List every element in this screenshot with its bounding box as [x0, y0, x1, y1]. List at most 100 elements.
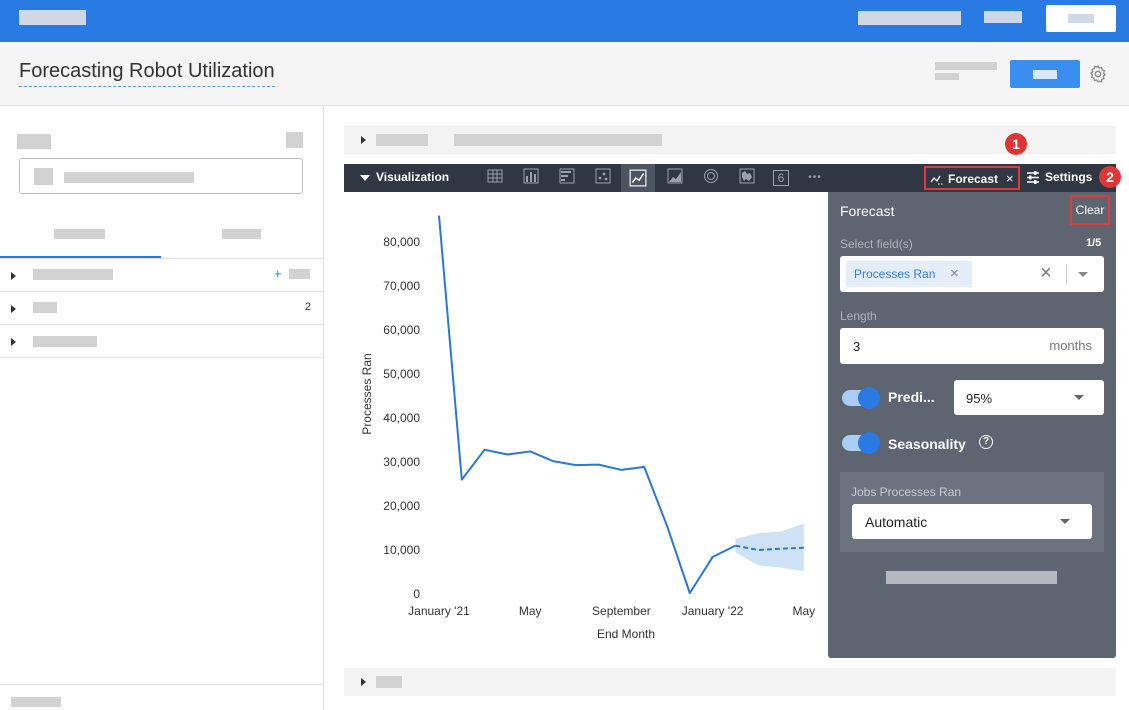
y-tick-label: 20,000 — [383, 499, 420, 513]
expand-arrow-icon[interactable] — [11, 272, 16, 280]
select-count: 1/5 — [1086, 237, 1102, 249]
panel-action-icon[interactable] — [286, 132, 303, 148]
y-tick-label: 0 — [413, 587, 420, 601]
x-tick-label: September — [592, 604, 651, 618]
header-meta — [935, 73, 959, 80]
y-tick-label: 30,000 — [383, 455, 420, 469]
clear-field-icon[interactable]: × — [1040, 262, 1052, 284]
collapse-caret-icon[interactable] — [360, 175, 370, 181]
sliders-icon — [1027, 171, 1039, 184]
x-tick-label: January '22 — [682, 604, 744, 618]
more-icon[interactable]: ••• — [808, 172, 822, 183]
pie-chart-icon[interactable] — [701, 168, 721, 188]
line-chart-icon[interactable] — [621, 164, 655, 192]
prediction-toggle[interactable] — [842, 387, 880, 409]
expand-arrow-icon[interactable] — [361, 678, 366, 686]
area-chart-icon[interactable] — [665, 168, 685, 188]
jobs-value: Automatic — [865, 514, 928, 530]
app-logo[interactable] — [19, 10, 86, 25]
tree-row[interactable]: + — [0, 259, 323, 292]
column-chart-icon[interactable] — [521, 168, 541, 188]
collapsed-section-bottom[interactable] — [344, 668, 1116, 696]
expand-arrow-icon[interactable] — [361, 136, 366, 144]
settings-tab-label: Settings — [1045, 170, 1093, 184]
map-icon[interactable] — [737, 168, 757, 188]
field-picker-panel: + 2 — [0, 106, 324, 710]
search-input[interactable] — [19, 158, 303, 194]
panel-footer-action[interactable] — [886, 571, 1057, 584]
select-fields-label: Select field(s) — [840, 237, 913, 251]
chevron-down-icon — [1074, 395, 1084, 400]
seasonality-toggle[interactable] — [842, 432, 880, 454]
forecast-icon — [930, 175, 943, 185]
search-placeholder — [64, 172, 194, 183]
nav-link[interactable] — [858, 11, 961, 25]
series-line — [438, 215, 736, 595]
tree-row[interactable] — [0, 325, 323, 358]
x-axis-title: End Month — [597, 627, 655, 641]
header-primary-button[interactable] — [1010, 60, 1080, 88]
gear-icon[interactable] — [1088, 64, 1108, 84]
y-tick-label: 60,000 — [383, 323, 420, 337]
top-nav-bar — [0, 0, 1129, 42]
y-tick-label: 80,000 — [383, 235, 420, 249]
forecast-line — [735, 544, 804, 552]
chevron-down-icon — [1060, 519, 1070, 524]
length-unit: months — [1049, 338, 1092, 353]
bar-chart-icon[interactable] — [557, 168, 577, 188]
prediction-value: 95% — [966, 391, 993, 406]
field-chip: Processes Ran × — [846, 261, 972, 287]
table-icon[interactable] — [485, 168, 505, 188]
x-tick-label: January '21 — [408, 604, 470, 618]
search-icon — [34, 168, 53, 185]
field-select[interactable]: Processes Ran × × — [840, 256, 1104, 292]
x-tick-label: May — [519, 604, 542, 618]
header-meta — [935, 62, 997, 70]
jobs-select[interactable]: Automatic — [852, 504, 1092, 539]
length-value: 3 — [853, 339, 861, 354]
page-title[interactable]: Forecasting Robot Utilization — [19, 60, 275, 87]
nav-button[interactable] — [1046, 5, 1116, 32]
jobs-label: Jobs Processes Ran — [851, 485, 962, 499]
y-tick-label: 70,000 — [383, 279, 420, 293]
collapsed-section-data[interactable] — [344, 126, 1116, 154]
prediction-select[interactable]: 95% — [954, 380, 1104, 415]
forecast-panel-title: Forecast — [840, 203, 895, 219]
single-value-icon[interactable]: 6 — [773, 170, 789, 186]
y-tick-label: 50,000 — [383, 367, 420, 381]
seasonality-label: Seasonality — [888, 436, 966, 452]
help-icon[interactable]: ? — [979, 435, 993, 449]
active-tab-indicator — [0, 256, 161, 258]
nav-link[interactable] — [984, 11, 1022, 23]
tree-row[interactable]: 2 — [0, 292, 323, 325]
panel-heading — [17, 134, 51, 149]
y-axis-title: Processes Ran — [360, 353, 374, 434]
step-badge-2: 2 — [1099, 166, 1121, 188]
row-count: 2 — [304, 301, 311, 313]
y-tick-label: 40,000 — [383, 411, 420, 425]
length-input[interactable]: 3 months — [840, 328, 1104, 364]
jobs-settings-group: Jobs Processes Ran Automatic — [840, 472, 1104, 552]
prediction-label: Predi... — [888, 389, 935, 405]
visualization-toolbar: Visualization 6 ••• Forecast × Settings — [344, 164, 1116, 192]
forecast-panel: Forecast Clear Select field(s) 1/5 Proce… — [828, 192, 1116, 658]
visualization-label[interactable]: Visualization — [376, 170, 450, 184]
close-icon[interactable]: × — [1006, 171, 1014, 186]
line-chart: 0 10,000 20,000 30,000 40,000 50,000 60,000 70,… — [360, 215, 815, 641]
footer-link[interactable] — [11, 697, 61, 707]
scatter-icon[interactable] — [593, 168, 613, 188]
clear-button[interactable]: Clear — [1070, 195, 1110, 225]
chevron-down-icon[interactable] — [1078, 272, 1088, 277]
y-tick-label: 10,000 — [383, 543, 420, 557]
tab-forecast[interactable]: Forecast × — [924, 166, 1020, 190]
chip-label: Processes Ran — [854, 267, 936, 281]
step-badge-1: 1 — [1005, 133, 1027, 155]
chip-remove-icon[interactable]: × — [950, 265, 959, 282]
expand-arrow-icon[interactable] — [11, 305, 16, 313]
add-icon[interactable]: + — [274, 266, 282, 281]
page-header: Forecasting Robot Utilization — [0, 42, 1129, 106]
x-tick-label: May — [792, 604, 815, 618]
tab-fields[interactable] — [54, 229, 105, 239]
expand-arrow-icon[interactable] — [11, 338, 16, 346]
tab-other[interactable] — [222, 229, 261, 239]
